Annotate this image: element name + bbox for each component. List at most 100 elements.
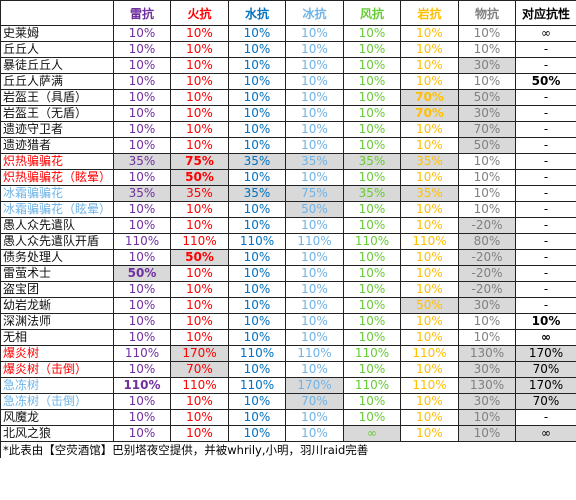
enemy-name: 北风之狼: [0, 425, 114, 442]
resistance-cell: -: [515, 57, 576, 74]
resistance-cell: 10%: [285, 249, 344, 266]
table-row: 雷萤术士 50% 10% 10% 10% 10% 10% -20% -: [0, 265, 576, 282]
resistance-cell: 110%: [113, 377, 171, 394]
resistance-cell: 10%: [400, 409, 459, 426]
resistance-cell: 10%: [228, 361, 286, 378]
resistance-cell: 10%: [228, 313, 286, 330]
resistance-cell: 10%: [343, 137, 401, 154]
resistance-cell: -: [515, 169, 576, 186]
resistance-cell: 10%: [400, 73, 459, 90]
resistance-cell: 35%: [343, 153, 401, 170]
table-row: 暴徒丘丘人 10% 10% 10% 10% 10% 10% 30% -: [0, 57, 576, 74]
resistance-cell: 10%: [113, 89, 171, 106]
resistance-cell: 10%: [228, 57, 286, 74]
resistance-cell: 10%: [343, 361, 401, 378]
resistance-cell: 30%: [458, 361, 516, 378]
header-cell: 冰抗: [285, 0, 344, 26]
resistance-cell: -: [515, 121, 576, 138]
table-row: 愚人众先遣队 10% 10% 10% 10% 10% 10% -20% -: [0, 217, 576, 234]
resistance-cell: 10%: [400, 361, 459, 378]
resistance-cell: 10%: [343, 73, 401, 90]
enemy-name: 史莱姆: [0, 25, 114, 42]
enemy-name: 愚人众先遣队开盾: [0, 233, 114, 250]
resistance-cell: 10%: [228, 249, 286, 266]
resistance-cell: 10%: [170, 313, 229, 330]
resistance-cell: 10%: [113, 41, 171, 58]
resistance-cell: 10%: [285, 425, 344, 442]
resistance-cell: 10%: [515, 313, 576, 330]
resistance-cell: 80%: [458, 233, 516, 250]
resistance-cell: 10%: [113, 313, 171, 330]
resistance-cell: 50%: [400, 297, 459, 314]
resistance-cell: 10%: [113, 297, 171, 314]
resistance-cell: 10%: [170, 137, 229, 154]
table-row: 无相 10% 10% 10% 10% 10% 10% 10% ∞: [0, 329, 576, 346]
table-row: 急冻树 110% 110% 110% 170% 110% 110% 130% 170%: [0, 377, 576, 394]
resistance-cell: 10%: [170, 41, 229, 58]
resistance-cell: 10%: [285, 281, 344, 298]
resistance-cell: -: [515, 233, 576, 250]
enemy-name: 丘丘人萨满: [0, 73, 114, 90]
table-row: 盗宝团 10% 10% 10% 10% 10% 10% -20% -: [0, 281, 576, 298]
resistance-cell: 10%: [228, 25, 286, 42]
resistance-cell: 110%: [170, 233, 229, 250]
resistance-cell: 10%: [228, 201, 286, 218]
resistance-cell: -20%: [458, 281, 516, 298]
resistance-cell: 10%: [400, 41, 459, 58]
resistance-cell: 10%: [400, 313, 459, 330]
resistance-cell: 10%: [170, 73, 229, 90]
resistance-cell: 10%: [285, 41, 344, 58]
resistance-cell: -: [515, 105, 576, 122]
resistance-cell: 10%: [285, 217, 344, 234]
resistance-cell: 110%: [228, 345, 286, 362]
resistance-cell: 10%: [285, 73, 344, 90]
resistance-cell: 10%: [228, 217, 286, 234]
resistance-cell: 10%: [343, 281, 401, 298]
resistance-cell: 10%: [343, 265, 401, 282]
resistance-cell: 10%: [228, 105, 286, 122]
enemy-name: 遗迹猎者: [0, 137, 114, 154]
resistance-cell: -: [515, 297, 576, 314]
resistance-cell: 170%: [515, 377, 576, 394]
resistance-cell: 110%: [113, 233, 171, 250]
resistance-cell: 10%: [343, 313, 401, 330]
resistance-cell: -: [515, 409, 576, 426]
resistance-cell: -: [515, 153, 576, 170]
resistance-cell: 10%: [285, 57, 344, 74]
enemy-name: 雷萤术士: [0, 265, 114, 282]
resistance-cell: 10%: [170, 297, 229, 314]
resistance-cell: 10%: [170, 121, 229, 138]
resistance-cell: 10%: [343, 329, 401, 346]
enemy-name: 冰霜骗骗花: [0, 185, 114, 202]
resistance-cell: 10%: [113, 425, 171, 442]
header-cell: 风抗: [343, 0, 401, 26]
table-row: 冰霜骗骗花（眩晕） 10% 10% 10% 50% 10% 10% 10% -: [0, 201, 576, 218]
resistance-cell: -: [515, 249, 576, 266]
resistance-cell: 10%: [400, 201, 459, 218]
resistance-cell: 10%: [228, 393, 286, 410]
table-row: 遗迹守卫者 10% 10% 10% 10% 10% 10% 70% -: [0, 121, 576, 138]
resistance-cell: 10%: [400, 25, 459, 42]
enemy-name: 炽热骗骗花（眩晕）: [0, 169, 114, 186]
resistance-cell: 35%: [170, 185, 229, 202]
resistance-cell: ∞: [515, 25, 576, 42]
resistance-cell: 10%: [458, 153, 516, 170]
resistance-cell: 10%: [170, 25, 229, 42]
resistance-cell: 10%: [400, 249, 459, 266]
resistance-cell: 110%: [228, 377, 286, 394]
resistance-cell: 10%: [170, 201, 229, 218]
resistance-cell: 10%: [400, 393, 459, 410]
table-row: 风魔龙 10% 10% 10% 10% 10% 10% 10% -: [0, 409, 576, 426]
resistance-cell: 30%: [458, 57, 516, 74]
resistance-cell: 50%: [113, 265, 171, 282]
resistance-cell: 10%: [113, 73, 171, 90]
resistance-cell: 110%: [400, 345, 459, 362]
resistance-cell: 10%: [228, 41, 286, 58]
resistance-cell: 10%: [343, 41, 401, 58]
resistance-cell: 50%: [515, 73, 576, 90]
resistance-cell: 50%: [170, 169, 229, 186]
resistance-cell: -: [515, 185, 576, 202]
resistance-cell: 10%: [458, 409, 516, 426]
resistance-cell: 110%: [170, 377, 229, 394]
resistance-cell: 10%: [285, 361, 344, 378]
